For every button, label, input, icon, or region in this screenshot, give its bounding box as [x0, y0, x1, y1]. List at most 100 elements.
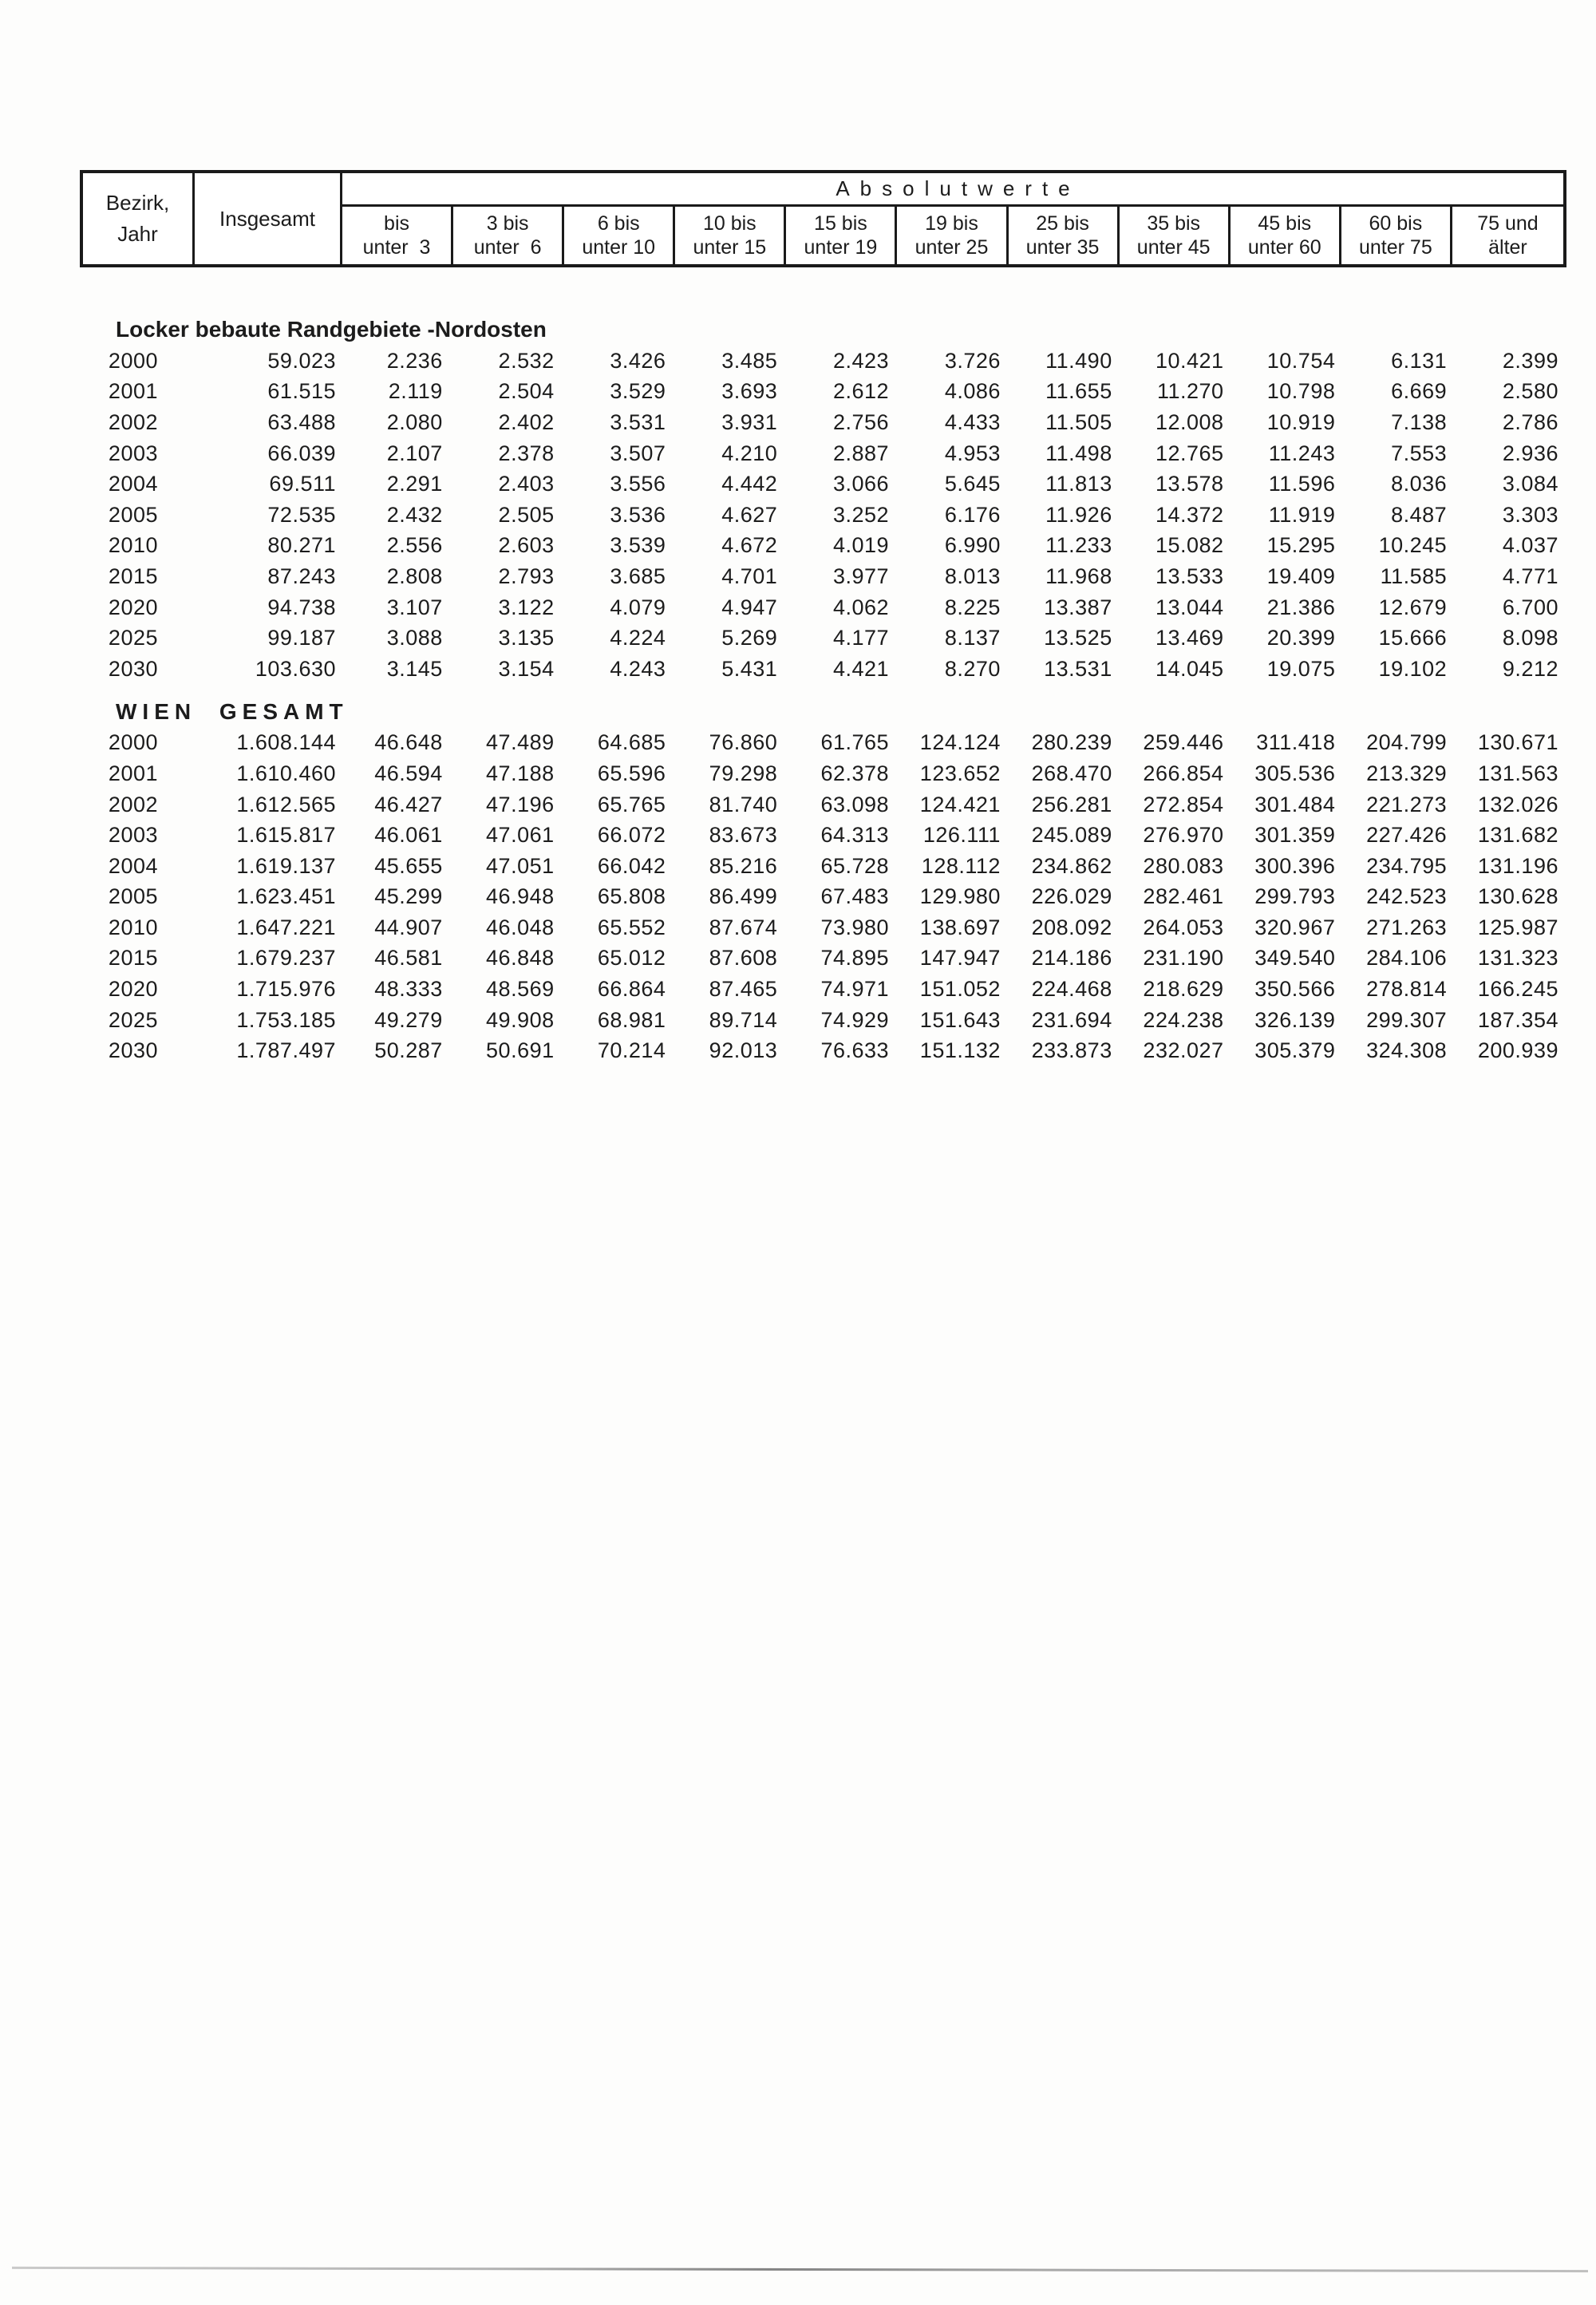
value-cell: 61.765 [820, 730, 890, 755]
insgesamt-cell: 72.535 [267, 502, 336, 527]
header-age-column: 19 bis unter 25 [897, 207, 1009, 264]
value-cell: 4.627 [721, 502, 778, 527]
value-cell: 5.269 [721, 626, 778, 650]
table-row: 2002 63.488 2.080 2.402 3.531 3.931 2.756 4.433… [80, 407, 1566, 438]
value-cell: 50.691 [486, 1038, 555, 1063]
header-bezirk-jahr: Bezirk, Jahr [83, 173, 195, 264]
value-cell: 300.396 [1254, 853, 1336, 878]
value-cell: 3.485 [721, 348, 778, 373]
value-cell: 151.643 [919, 1007, 1001, 1032]
value-cell: 92.013 [709, 1038, 778, 1063]
value-cell: 5.645 [944, 472, 1001, 496]
value-cell: 2.291 [386, 472, 443, 496]
age-column-label-line1: 25 bis [1036, 212, 1089, 235]
value-cell: 2.432 [386, 502, 443, 527]
header-insgesamt: Insgesamt [195, 173, 342, 264]
table-header: Bezirk, Jahr Insgesamt Absolutwerte bis u… [80, 170, 1566, 267]
header-age-column: 3 bis unter 6 [453, 207, 565, 264]
value-cell: 46.948 [486, 884, 555, 909]
value-cell: 89.714 [709, 1007, 778, 1032]
table-row: 2000 59.023 2.236 2.532 3.426 3.485 2.423 3.726… [80, 346, 1566, 377]
header-age-column: 75 und älter [1452, 207, 1563, 264]
value-cell: 63.098 [820, 792, 890, 816]
value-cell: 3.693 [721, 379, 778, 404]
insgesamt-cell: 94.738 [267, 595, 336, 619]
table-row: 2015 1.679.237 46.581 46.848 65.012 87.608 74.… [80, 943, 1566, 975]
value-cell: 2.936 [1502, 441, 1558, 465]
value-cell: 268.470 [1031, 761, 1112, 785]
value-cell: 4.224 [610, 626, 666, 650]
insgesamt-cell: 1.623.451 [236, 884, 336, 909]
value-cell: 13.578 [1155, 472, 1224, 496]
header-age-column: 6 bis unter 10 [564, 207, 676, 264]
age-column-label-line2: unter 60 [1247, 235, 1321, 259]
value-cell: 87.465 [709, 977, 778, 1002]
value-cell: 2.505 [498, 502, 555, 527]
value-cell: 3.426 [610, 348, 666, 373]
value-cell: 266.854 [1143, 761, 1224, 785]
year-cell: 2025 [108, 626, 158, 650]
value-cell: 4.771 [1502, 563, 1558, 588]
value-cell: 4.243 [610, 656, 666, 681]
table-row: 2005 1.623.451 45.299 46.948 65.808 86.499 67.… [80, 882, 1566, 913]
value-cell: 46.848 [486, 946, 555, 971]
header-age-column: bis unter 3 [342, 207, 454, 264]
year-cell: 2000 [108, 730, 158, 755]
value-cell: 10.798 [1266, 379, 1336, 404]
value-cell: 2.887 [833, 441, 890, 465]
value-cell: 13.044 [1155, 595, 1224, 619]
value-cell: 44.907 [374, 915, 443, 939]
value-cell: 68.981 [597, 1007, 666, 1032]
value-cell: 6.669 [1391, 379, 1448, 404]
value-cell: 81.740 [709, 792, 778, 816]
value-cell: 47.489 [486, 730, 555, 755]
value-cell: 2.080 [386, 409, 443, 434]
year-cell: 2003 [108, 823, 158, 848]
value-cell: 245.089 [1031, 823, 1112, 848]
table-row: 2002 1.612.565 46.427 47.196 65.765 81.740 63.… [80, 789, 1566, 820]
value-cell: 233.873 [1031, 1038, 1112, 1063]
value-cell: 224.468 [1031, 977, 1112, 1002]
value-cell: 47.196 [486, 792, 555, 816]
age-column-label-line1: 6 bis [597, 212, 640, 235]
value-cell: 11.243 [1268, 441, 1336, 465]
value-cell: 324.308 [1366, 1038, 1448, 1063]
value-cell: 3.088 [386, 626, 443, 650]
table-section: Locker bebaute Randgebiete -Nordosten 200… [80, 314, 1566, 685]
age-column-label-line1: bis [384, 212, 410, 235]
value-cell: 8.036 [1391, 472, 1448, 496]
value-cell: 48.333 [374, 977, 443, 1002]
value-cell: 349.540 [1254, 946, 1336, 971]
value-cell: 66.042 [597, 853, 666, 878]
value-cell: 64.313 [820, 823, 890, 848]
year-cell: 2030 [108, 1038, 158, 1063]
value-cell: 3.145 [386, 656, 443, 681]
value-cell: 282.461 [1143, 884, 1224, 909]
table-row: 2004 69.511 2.291 2.403 3.556 4.442 3.066 5.645… [80, 469, 1566, 500]
value-cell: 278.814 [1366, 977, 1448, 1002]
header-jahr-label: Jahr [117, 222, 158, 246]
value-cell: 242.523 [1366, 884, 1448, 909]
value-cell: 311.418 [1256, 730, 1336, 755]
age-column-label-line1: 35 bis [1147, 212, 1201, 235]
value-cell: 66.864 [597, 977, 666, 1002]
header-age-column: 35 bis unter 45 [1120, 207, 1231, 264]
value-cell: 227.426 [1366, 823, 1448, 848]
value-cell: 70.214 [597, 1038, 666, 1063]
value-cell: 151.132 [919, 1038, 1001, 1063]
value-cell: 123.652 [919, 761, 1001, 785]
value-cell: 138.697 [919, 915, 1001, 939]
value-cell: 3.931 [721, 409, 778, 434]
value-cell: 218.629 [1143, 977, 1224, 1002]
value-cell: 74.895 [820, 946, 890, 971]
value-cell: 4.947 [721, 595, 778, 619]
value-cell: 131.196 [1477, 853, 1558, 878]
value-cell: 15.082 [1155, 533, 1224, 558]
value-cell: 66.072 [597, 823, 666, 848]
value-cell: 226.029 [1031, 884, 1112, 909]
value-cell: 46.048 [486, 915, 555, 939]
value-cell: 8.098 [1502, 626, 1558, 650]
value-cell: 46.594 [374, 761, 443, 785]
value-cell: 4.672 [721, 533, 778, 558]
